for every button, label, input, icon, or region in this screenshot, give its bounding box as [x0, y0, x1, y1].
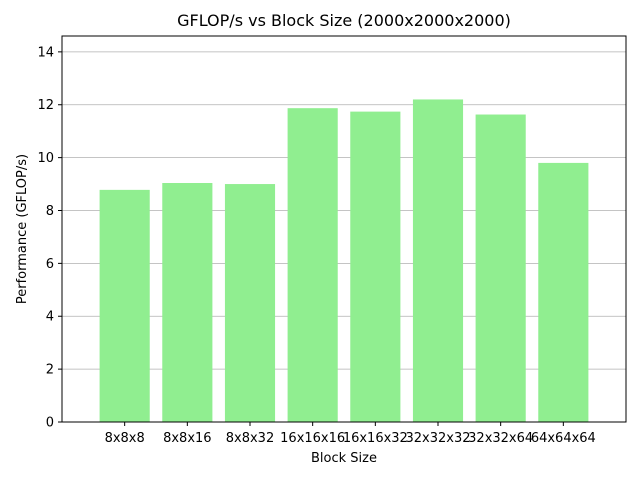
- x-axis-label: Block Size: [311, 451, 377, 466]
- x-tick-label: 16x16x16: [280, 431, 345, 446]
- gridlines: [62, 51, 626, 423]
- y-tick-label: 0: [46, 416, 54, 431]
- bar-32x32x64: [475, 114, 526, 423]
- chart-title: GFLOP/s vs Block Size (2000x2000x2000): [177, 11, 511, 30]
- x-tick-label: 32x32x32: [405, 431, 470, 446]
- axes: [61, 35, 627, 423]
- x-tick-label: 8x8x8: [105, 431, 145, 446]
- plot-frame: [61, 35, 627, 423]
- y-tick-label: 10: [37, 151, 54, 166]
- x-tick-label: 8x8x32: [226, 431, 274, 446]
- y-tick-label: 8: [46, 204, 54, 219]
- bar-16x16x32: [350, 111, 401, 422]
- bar-8x8x32: [224, 184, 276, 422]
- x-tick-label: 8x8x16: [163, 431, 211, 446]
- y-axis-label: Performance (GFLOP/s): [15, 154, 30, 304]
- y-tick-label: 6: [46, 257, 54, 272]
- x-tick-label: 16x16x32: [343, 431, 408, 446]
- y-tick-label: 12: [37, 98, 54, 113]
- x-tick-label: 32x32x64: [468, 431, 533, 446]
- bar-8x8x8: [99, 189, 150, 422]
- bar-32x32x32: [412, 99, 464, 422]
- x-tick-label: 64x64x64: [531, 431, 596, 446]
- y-axis-ticks: 0 2 4 6 8 10 12 14: [37, 45, 62, 431]
- bar-64x64x64: [538, 162, 589, 422]
- bar-8x8x16: [162, 182, 213, 422]
- y-tick-label: 4: [46, 310, 54, 325]
- y-tick-label: 2: [46, 363, 54, 378]
- bars: [99, 99, 589, 423]
- y-tick-label: 14: [37, 45, 54, 60]
- x-axis-ticks: 8x8x8 8x8x16 8x8x32 16x16x1616x16x3232x32x3…: [105, 422, 596, 446]
- bar-16x16x16: [287, 108, 338, 423]
